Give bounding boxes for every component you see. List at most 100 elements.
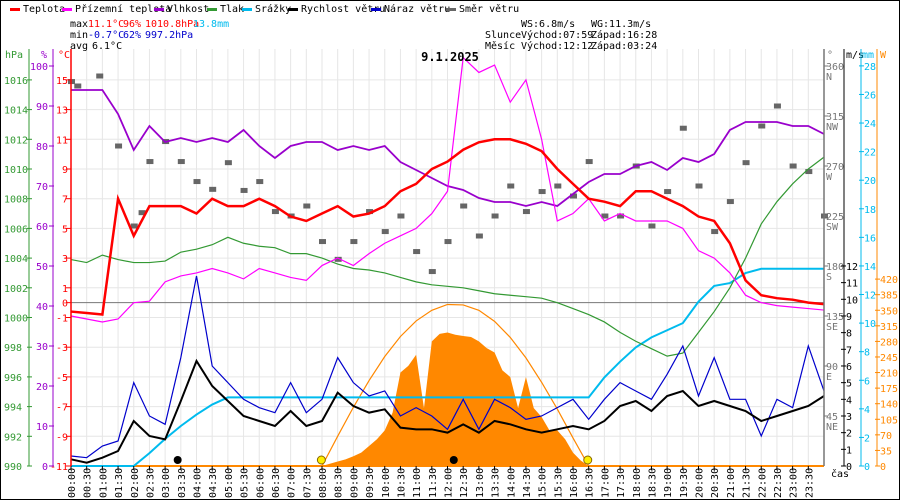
x-tick-label: 20:00 [695,468,706,498]
wind-tick-label: 8 [846,329,852,340]
wind-direction-point [585,159,593,165]
rain-tick-label: 16 [864,233,876,244]
wind-speed-max: WS:6.8m/s [521,19,576,30]
wind-direction-point [444,239,452,245]
wind-direction-point [177,159,185,165]
wind-tick-label: 7 [846,345,852,356]
wind-tick-label: 6 [846,362,852,373]
x-tick-label: 17:30 [616,468,627,498]
humidity-tick-label: 10 [36,422,48,433]
legend-item: Přízemní teplota [62,4,171,15]
wind-direction-point [240,187,248,193]
x-tick-label: 19:30 [679,468,690,498]
wind-direction-point [522,209,530,215]
solar-tick-label: 140 [880,400,898,411]
legend-item: Náraz větru [371,4,450,15]
wind-tick-label: 1 [846,445,852,456]
wind-direction-point [381,229,389,235]
legend-label: Rychlost větru [301,4,386,15]
wind-direction-point [130,223,138,229]
stats-min-temp: -0.7°C [88,30,125,41]
solar-tick-label: 385 [880,291,898,302]
humidity-tick-label: 80 [36,142,48,153]
series-line-teplota [70,138,825,316]
rain-tick-label: 6 [864,376,870,387]
temperature-tick-label: 3 [62,254,68,265]
pressure-tick-label: 996 [4,373,22,384]
stats-max-label: max [70,19,89,30]
series-line-vlhkost [71,89,825,207]
humidity-tick-label: 100 [30,62,48,73]
humidity-tick-label: 40 [36,302,48,313]
legend-item: Teplota [10,4,65,15]
wind-direction-point [334,256,342,262]
x-tick-label: 13:30 [491,468,502,498]
wind-direction-point [303,203,311,209]
x-tick-label: 11:30 [428,468,439,498]
direction-tick-compass: NW [826,122,839,133]
wind-axis-unit: m/s [846,50,864,61]
wind-direction-point [460,203,468,209]
temperature-tick-label: 13 [56,106,68,117]
direction-tick-label: 90 [826,362,838,373]
sunset-marker [583,455,593,465]
temperature-tick-label: 5 [62,224,68,235]
direction-tick-label: 180 [826,262,844,273]
wind-direction-point [271,209,279,215]
pressure-tick-label: 1002 [4,284,28,295]
x-tick-label: 05:00 [224,468,235,498]
sunrise-time: Východ:07:59 [521,30,594,41]
temperature-tick-label: 7 [62,195,68,206]
humidity-tick-label: 60 [36,222,48,233]
wind-direction-point [366,209,374,215]
rain-tick-label: 24 [864,119,876,130]
solar-radiation-area [322,332,589,466]
wind-direction-point [789,163,797,169]
stats-min-label: min [70,30,89,41]
direction-tick-label: 360 [826,62,844,73]
legend-item: Tlak [207,4,244,15]
rain-tick-label: 8 [864,348,870,359]
x-tick-label: 20:30 [710,468,721,498]
series-line-přízemní-teplota [70,56,825,323]
rain-axis-unit: mm [862,50,874,61]
humidity-tick-label: 30 [36,342,48,353]
legend-swatch [154,7,164,11]
stats-avg-label: avg [70,41,89,52]
stats-max-rain: 13.8mm [193,19,230,30]
direction-tick-label: 45 [826,412,838,423]
pressure-tick-label: 1016 [4,76,28,87]
x-tick-label: 10:00 [381,468,392,498]
sunrise-marker [316,455,326,465]
moonrise-time: Východ:12:12 [521,41,594,52]
legend-label: Srážky [255,4,292,15]
x-tick-label: 04:00 [193,468,204,498]
x-tick-label: 00:30 [83,468,94,498]
direction-tick-compass: SW [826,222,839,233]
legend-swatch [371,7,381,11]
x-tick-label: 01:30 [114,468,125,498]
x-tick-label: 11:00 [412,468,423,498]
pressure-axis-unit: hPa [5,50,23,61]
moon-label: Měsíc [485,41,516,52]
x-tick-label: 02:30 [145,468,156,498]
direction-tick-compass: SE [826,322,838,333]
wind-direction-point [570,193,577,199]
x-tick-label: 01:00 [98,468,109,498]
wind-direction-point [224,160,232,166]
wind-tick-label: 4 [846,395,852,406]
x-tick-label: 15:30 [553,468,564,498]
pressure-tick-label: 1014 [4,106,28,117]
wind-direction-point [758,123,766,129]
rain-tick-label: 2 [864,433,870,444]
wind-direction-point [256,179,264,185]
temperature-tick-label: 9 [62,165,68,176]
x-tick-label: 23:00 [789,468,800,498]
x-tick-label: 09:00 [349,468,360,498]
x-tick-label: 19:00 [663,468,674,498]
x-tick-label: 16:00 [569,468,580,498]
legend-swatch [446,7,456,11]
temperature-tick-label: 11 [56,135,68,146]
wind-direction-point [617,213,625,219]
